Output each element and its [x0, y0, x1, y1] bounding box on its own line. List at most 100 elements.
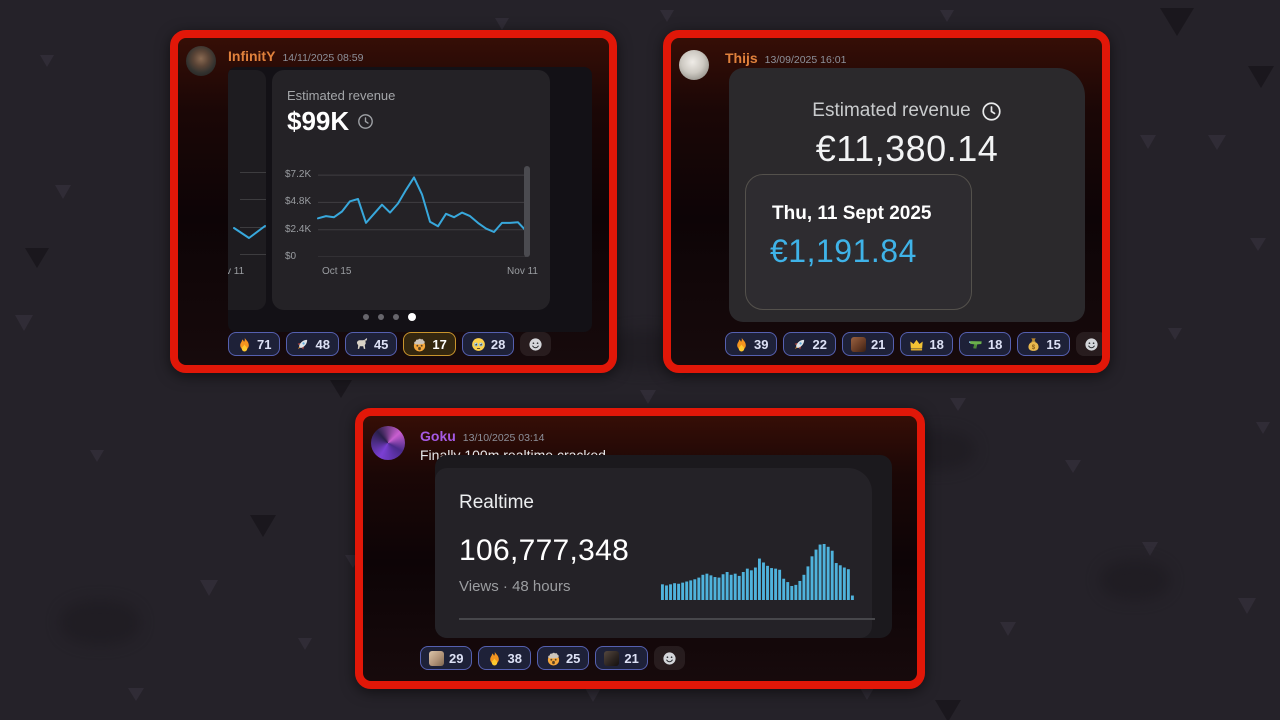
reaction-pill[interactable]: 25: [536, 646, 590, 670]
reaction-pill[interactable]: 18: [958, 332, 1012, 356]
reaction-pill[interactable]: 29: [420, 646, 473, 670]
background-triangle: [1256, 422, 1270, 434]
background-triangle: [15, 315, 33, 331]
avatar[interactable]: [371, 426, 405, 460]
background-triangle: [935, 700, 961, 720]
gridline: [240, 227, 266, 228]
reaction-pill[interactable]: 39: [725, 332, 778, 356]
clock-icon: [981, 101, 1002, 122]
reaction-pill[interactable]: 21: [595, 646, 648, 670]
money-bag-emoji: $: [1026, 337, 1041, 352]
reaction-pill[interactable]: 22: [783, 332, 836, 356]
avatar[interactable]: [186, 46, 216, 76]
reaction-pill[interactable]: 21: [841, 332, 895, 356]
axis-label: v 11: [228, 266, 245, 277]
estimated-revenue-card: Estimated revenue €11,380.14 Thu, 11 Sep…: [729, 68, 1085, 322]
estimated-revenue-card: Estimated revenue $99K $7.2K $4.8K $2.4K…: [272, 70, 550, 310]
clock-icon: [357, 113, 374, 130]
daily-revenue-card: Thu, 11 Sept 2025 €1,191.84: [745, 174, 972, 310]
background-triangle: [25, 248, 49, 268]
y-tick-label: $0: [285, 251, 297, 262]
background-triangle: [495, 18, 509, 30]
reaction-count: 48: [315, 336, 330, 352]
card-title: Estimated revenue: [287, 88, 396, 103]
carousel-dot[interactable]: [392, 314, 399, 320]
chart-scrollbar[interactable]: [524, 166, 530, 257]
reaction-count: 15: [1046, 336, 1061, 352]
carousel-dot[interactable]: [362, 314, 369, 320]
background-triangle: [298, 638, 312, 650]
card-title: Estimated revenue: [812, 100, 971, 121]
reaction-count: 25: [565, 650, 581, 666]
carousel-dot[interactable]: [377, 314, 384, 320]
timestamp: 14/11/2025 08:59: [282, 52, 364, 64]
gridline: [240, 199, 266, 200]
background-blob: [60, 600, 140, 645]
reaction-pill[interactable]: 45: [344, 332, 398, 356]
add-reaction-button[interactable]: [653, 646, 685, 670]
y-tick-label: $4.8K: [285, 196, 312, 207]
background-triangle: [90, 450, 104, 462]
background-triangle: [1168, 328, 1182, 340]
background-triangle: [55, 185, 71, 199]
background-triangle: [585, 688, 601, 702]
revenue-value: $99K: [287, 106, 350, 136]
revenue-value-row: $99K: [287, 106, 374, 137]
reactions-row: 39 22 21 18 18 $15: [725, 332, 1102, 356]
reaction-count: 39: [754, 336, 769, 352]
y-tick-label: $7.2K: [285, 169, 312, 180]
reaction-count: 18: [987, 336, 1003, 352]
crown-emoji: [909, 337, 924, 352]
background-blob: [1100, 560, 1170, 600]
reaction-pill[interactable]: 38: [478, 646, 531, 670]
exploding-head-emoji: [412, 337, 427, 352]
background-triangle: [128, 688, 144, 701]
svg-text:$: $: [1032, 343, 1036, 350]
reaction-pill[interactable]: 17: [403, 332, 456, 356]
smiley-icon: [662, 651, 677, 666]
carousel-dot[interactable]: [407, 313, 416, 321]
add-reaction-button[interactable]: [1075, 332, 1102, 356]
fire-emoji: [487, 651, 502, 666]
reaction-count: 22: [812, 336, 827, 352]
gridline: [240, 254, 266, 255]
background-triangle: [40, 55, 54, 67]
background-triangle: [200, 580, 218, 596]
avatar[interactable]: [679, 50, 709, 80]
carousel-dots[interactable]: [228, 313, 550, 321]
reaction-pill[interactable]: 28: [461, 332, 515, 356]
carousel-partial-card: v 11: [228, 70, 266, 310]
username[interactable]: Thijs: [725, 50, 758, 66]
exploding-head-emoji: [546, 651, 561, 666]
gridline: [240, 172, 266, 173]
realtime-card: Realtime 106,777,348 Views · 48 hours: [435, 468, 875, 638]
reactions-row: 71 48 45 17 28: [228, 332, 552, 356]
username[interactable]: Goku: [420, 428, 456, 444]
reaction-count: 17: [432, 336, 447, 352]
smiley-icon: [1084, 337, 1099, 352]
discord-message-frame-thijs: Thijs 13/09/2025 16:01 Estimated revenue …: [663, 30, 1110, 373]
x-tick-label: Nov 11: [507, 266, 538, 277]
reaction-pill[interactable]: 71: [228, 332, 281, 356]
message-header: Thijs 13/09/2025 16:01: [725, 50, 846, 68]
background-triangle: [640, 390, 656, 404]
reaction-pill[interactable]: 18: [900, 332, 953, 356]
smiley-icon: [528, 337, 543, 352]
timestamp: 13/10/2025 03:14: [462, 432, 545, 444]
username[interactable]: InfinitY: [228, 48, 276, 64]
background-triangle: [1142, 542, 1158, 556]
background-triangle: [1160, 8, 1194, 36]
x-tick-label: Oct 15: [322, 266, 352, 277]
custom-face-tan-emoji: [850, 336, 866, 352]
goat-emoji: [354, 337, 369, 352]
add-reaction-button[interactable]: [520, 332, 552, 356]
card-title: Realtime: [459, 492, 534, 513]
reaction-pill[interactable]: $15: [1017, 332, 1070, 356]
background-triangle: [1238, 598, 1256, 614]
reaction-pill[interactable]: 48: [286, 332, 339, 356]
reaction-count: 71: [257, 336, 272, 352]
day-revenue-value: €1,191.84: [770, 233, 917, 269]
fire-emoji: [237, 337, 252, 352]
